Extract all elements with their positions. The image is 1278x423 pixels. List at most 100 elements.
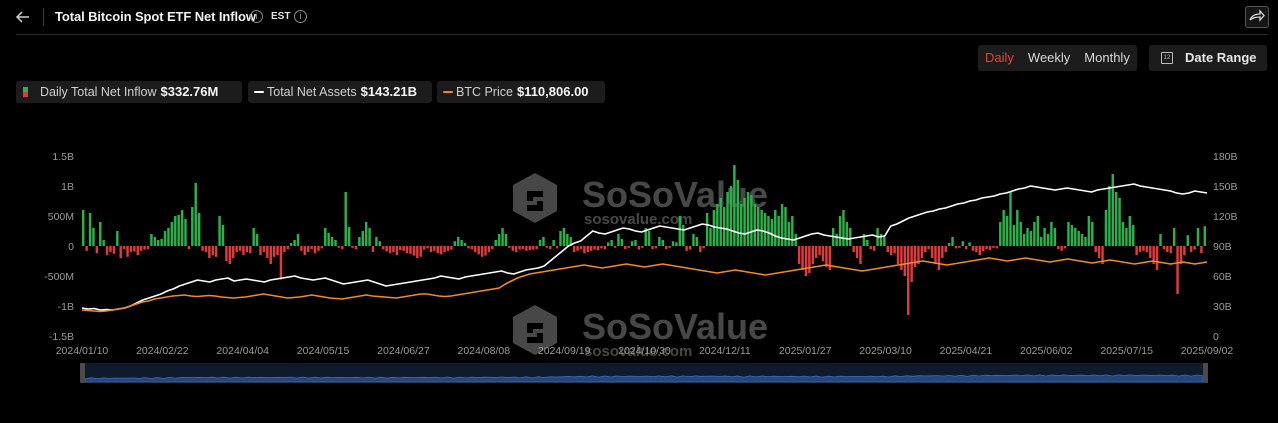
watermark-logo-icon-2 xyxy=(513,305,557,355)
watermark-site: sosovalue.com xyxy=(584,211,692,228)
inflow-bar xyxy=(869,246,872,249)
inflow-bar xyxy=(712,210,716,246)
inflow-bar xyxy=(177,214,180,246)
back-button[interactable] xyxy=(12,6,34,28)
inflow-bar xyxy=(978,246,982,255)
tab-daily[interactable]: Daily xyxy=(985,50,1014,65)
inflow-bar xyxy=(429,246,433,252)
tab-monthly[interactable]: Monthly xyxy=(1084,50,1130,65)
legend-total-net-assets[interactable]: Total Net Assets $143.21B xyxy=(248,81,432,103)
inflow-bar xyxy=(1114,192,1118,246)
inflow-bar xyxy=(835,234,838,246)
inflow-bar xyxy=(225,246,228,261)
inflow-bar xyxy=(470,246,474,249)
inflow-bar xyxy=(763,213,767,246)
inflow-bar xyxy=(671,241,675,246)
inflow-bar xyxy=(1138,246,1142,252)
inflow-bar xyxy=(368,228,371,246)
y-right-tick-label: 150B xyxy=(1213,181,1238,193)
inflow-bar xyxy=(664,246,668,249)
inflow-bar xyxy=(160,238,163,246)
inflow-bar xyxy=(1200,246,1203,254)
inflow-bar xyxy=(1193,246,1196,250)
inflow-bar xyxy=(583,246,586,254)
interval-tabs: Daily Weekly Monthly xyxy=(978,45,1137,71)
inflow-bar xyxy=(859,246,862,264)
inflow-bar xyxy=(102,240,105,246)
inflow-bar xyxy=(1012,225,1016,246)
inflow-bar xyxy=(934,246,937,264)
inflow-bar xyxy=(620,238,624,246)
inflow-bar xyxy=(443,246,446,252)
inflow-bar xyxy=(214,246,218,257)
inflow-bar xyxy=(535,246,538,249)
inflow-bar xyxy=(883,237,886,246)
legend-daily-inflow[interactable]: Daily Total Net Inflow $332.76M xyxy=(16,81,242,103)
inflow-bar xyxy=(818,246,821,255)
arrow-left-icon xyxy=(15,11,29,23)
inflow-bar xyxy=(296,234,300,246)
legend-name: Total Net Assets xyxy=(267,85,357,99)
inflow-bar xyxy=(1118,198,1121,246)
inflow-bar xyxy=(555,246,559,249)
watermark-logo-icon xyxy=(513,173,557,223)
inflow-bar xyxy=(279,246,283,280)
inflow-bar xyxy=(347,226,351,246)
y-left-tick-label: 1B xyxy=(61,181,74,193)
range-navigator[interactable] xyxy=(80,363,1208,383)
navigator-right-handle[interactable] xyxy=(1203,363,1208,383)
x-tick-label: 2025/09/02 xyxy=(1181,345,1234,357)
inflow-bar xyxy=(157,240,160,246)
inflow-bar xyxy=(716,204,719,246)
inflow-bar xyxy=(937,246,941,270)
inflow-bar xyxy=(1046,234,1050,246)
inflow-bar xyxy=(617,234,620,246)
legend-btc-price[interactable]: BTC Price $110,806.00 xyxy=(437,81,605,103)
inflow-bar xyxy=(917,246,920,264)
navigator-left-handle[interactable] xyxy=(80,363,85,383)
inflow-bar xyxy=(1053,228,1057,246)
inflow-bar xyxy=(552,240,555,246)
etf-flow-chart[interactable]: SoSoValue sosovalue.com SoSoValue sosova… xyxy=(0,140,1278,423)
inflow-bar xyxy=(705,213,709,246)
inflow-bar xyxy=(255,234,259,246)
info-icon[interactable]: i xyxy=(250,10,263,23)
inflow-bar xyxy=(780,204,784,246)
date-range-button[interactable]: 12 Date Range xyxy=(1149,45,1267,71)
inflow-bar xyxy=(1196,228,1200,246)
inflow-bar xyxy=(392,246,395,252)
share-button[interactable] xyxy=(1245,6,1269,28)
inflow-bar xyxy=(1097,246,1101,258)
inflow-bar xyxy=(985,246,988,249)
y-right-tick-label: 180B xyxy=(1213,151,1238,163)
timezone-info-icon[interactable]: i xyxy=(294,10,307,23)
x-tick-label: 2024/04/04 xyxy=(216,345,269,357)
inflow-bar xyxy=(1125,228,1128,246)
inflow-bar xyxy=(232,246,235,258)
x-tick-label: 2024/06/27 xyxy=(377,345,430,357)
inflow-bar xyxy=(337,246,341,248)
inflow-bar xyxy=(228,246,232,264)
inflow-bar xyxy=(647,231,651,246)
inflow-bar xyxy=(889,246,893,255)
inflow-bar xyxy=(1162,246,1166,249)
inflow-bar xyxy=(893,246,896,254)
legend-value: $332.76M xyxy=(160,84,219,99)
inflow-bar xyxy=(371,246,375,252)
inflow-bar xyxy=(685,246,688,251)
inflow-bar xyxy=(313,246,317,254)
x-tick-label: 2025/07/15 xyxy=(1100,345,1153,357)
inflow-bar xyxy=(930,246,934,258)
right-axis: 180B 150B 120B 90B 60B 30B 0 xyxy=(1213,151,1238,343)
tab-weekly[interactable]: Weekly xyxy=(1027,50,1071,65)
inflow-bar xyxy=(913,246,917,267)
inflow-bar xyxy=(589,246,593,251)
calendar-icon: 12 xyxy=(1161,52,1173,64)
inflow-bar xyxy=(1074,228,1077,246)
inflow-bar xyxy=(961,241,964,246)
inflow-bar xyxy=(477,246,480,255)
inflow-bar xyxy=(88,213,92,246)
inflow-bar xyxy=(808,246,811,273)
inflow-bar xyxy=(838,216,842,246)
y-left-tick-label: 1.5B xyxy=(52,151,74,163)
